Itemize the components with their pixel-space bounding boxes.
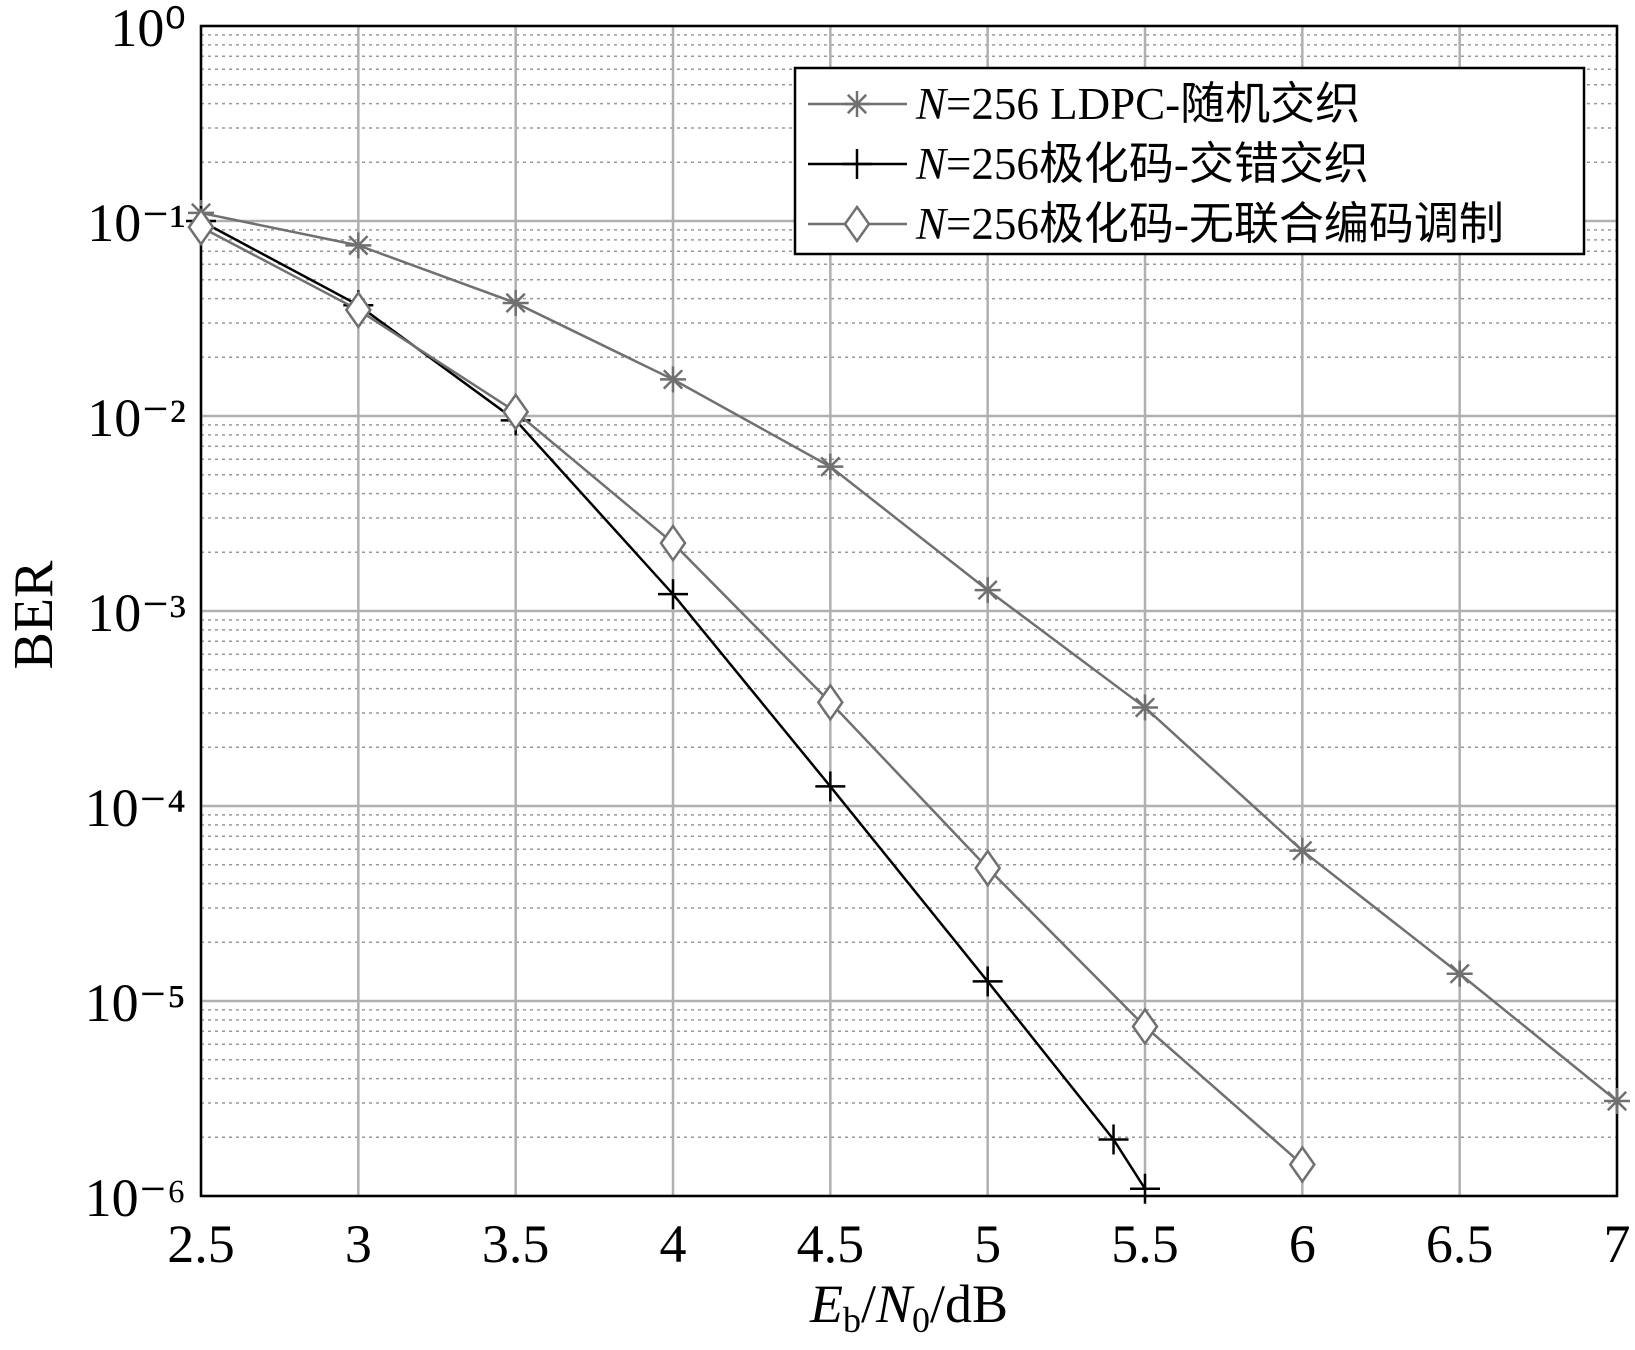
marker (974, 577, 1001, 604)
marker (1446, 960, 1473, 987)
x-tick-label: 4.5 (797, 1214, 865, 1274)
marker-shape (843, 204, 871, 244)
x-tick-label: 3 (345, 1214, 372, 1274)
marker-shape (816, 683, 844, 722)
marker-shape (502, 392, 530, 432)
marker (817, 453, 844, 480)
marker-stroke (1134, 697, 1156, 718)
marker (658, 579, 688, 610)
marker (187, 207, 215, 247)
legend-label: N=256极化码-无联合编码调制 (915, 199, 1504, 249)
marker-shape (1288, 1145, 1316, 1184)
legend-label: N=256极化码-交错交织 (915, 139, 1369, 189)
marker (842, 149, 872, 179)
y-axis-label: BER (3, 560, 65, 670)
marker (1131, 1007, 1159, 1046)
marker-stroke (1292, 840, 1313, 861)
marker-stroke (820, 456, 841, 477)
marker-shape (187, 207, 215, 247)
marker (816, 683, 844, 722)
marker-shape (974, 848, 1002, 888)
x-tick-label: 5.5 (1111, 1214, 1179, 1274)
marker (972, 966, 1003, 997)
marker-shape (659, 523, 687, 563)
x-tick-label: 6 (1289, 1214, 1316, 1274)
y-tick-label: 10⁰ (110, 0, 186, 58)
legend-label: N=256 LDPC-随机交织 (915, 79, 1360, 129)
marker (974, 848, 1002, 888)
series-line (200, 211, 1618, 1102)
marker (1289, 837, 1316, 864)
x-tick-label: 6.5 (1426, 1214, 1494, 1274)
marker-stroke (505, 292, 526, 314)
marker-stroke (1449, 963, 1470, 984)
marker-stroke (348, 235, 369, 256)
marker-stroke (977, 580, 998, 601)
marker (344, 290, 372, 330)
y-tick-label: 10⁻² (87, 388, 186, 448)
y-tick-label: 10⁻⁶ (85, 1168, 186, 1228)
y-tick-label: 10⁻⁵ (85, 973, 186, 1033)
plot (186, 199, 1630, 1204)
marker-shape (1131, 1007, 1159, 1046)
axes-frame (199, 24, 1619, 1198)
marker-stroke (846, 93, 868, 115)
series-line (200, 219, 1147, 1190)
x-tick-label: 2.5 (167, 1214, 235, 1274)
marker (1130, 1173, 1160, 1204)
marker (502, 392, 530, 432)
marker (659, 523, 687, 563)
grid: 2.5 3 3.5 4 4.5 5 5.5 6 6.5 7 10⁻⁶ 10⁻⁵ 10⁻⁴ 10⁻³ 10⁻²… (85, 0, 1631, 1274)
marker (815, 771, 846, 802)
marker (844, 91, 870, 117)
x-axis-label: Eb/N0/dB (809, 1274, 1008, 1340)
y-tick-label: 10⁻⁴ (85, 778, 186, 838)
marker (1098, 1124, 1129, 1155)
marker-stroke (662, 369, 684, 390)
x-tick-label: 3.5 (482, 1214, 550, 1274)
marker (1132, 694, 1158, 721)
marker (345, 232, 372, 259)
x-tick-label: 4 (660, 1214, 687, 1274)
y-tick-label: 10⁻³ (87, 583, 186, 643)
marker-stroke (1606, 1090, 1628, 1112)
marker (660, 366, 686, 393)
x-tick-label: 5 (974, 1214, 1001, 1274)
legend: N=256 LDPC-随机交织 N=256极化码-交错交织 N=256极化码-无联合… (793, 66, 1586, 256)
marker (843, 204, 871, 244)
legend-box (793, 66, 1586, 256)
series-line (200, 226, 1304, 1166)
marker (1604, 1088, 1630, 1115)
y-tick-label: 10⁻¹ (87, 193, 186, 253)
marker (1288, 1145, 1316, 1184)
x-tick-label: 7 (1604, 1214, 1631, 1274)
marker (502, 289, 529, 316)
marker-shape (344, 290, 372, 330)
